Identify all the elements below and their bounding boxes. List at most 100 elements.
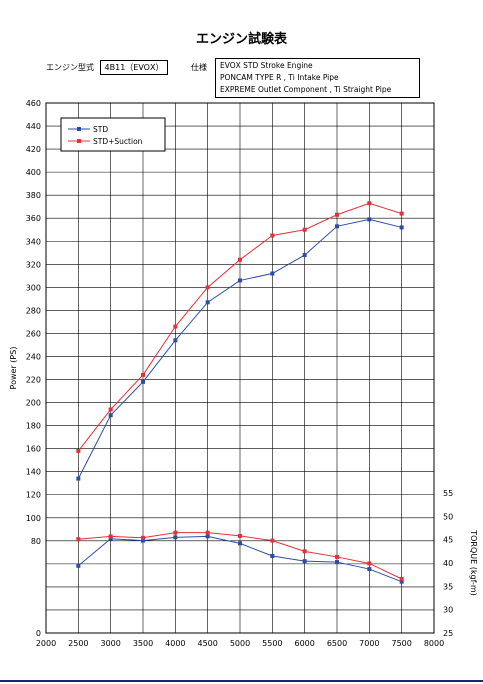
legend-marker-suction bbox=[77, 139, 81, 143]
torque-suction-point bbox=[173, 530, 178, 535]
y-tick-label: 300 bbox=[26, 283, 41, 292]
torque-suction-point bbox=[335, 554, 339, 559]
y-tick-label: 380 bbox=[26, 191, 41, 200]
y-tick-label: 420 bbox=[26, 145, 41, 154]
power-std-point bbox=[367, 217, 372, 222]
spec-line: EVOⅩ STD Stroke Engine bbox=[220, 61, 313, 70]
y-tick-label: 320 bbox=[26, 260, 41, 269]
spec-box: EVOⅩ STD Stroke Engine PONCAM TYPE R , T… bbox=[215, 58, 420, 98]
torque-suction-point bbox=[270, 538, 275, 543]
torque-suction-point bbox=[238, 533, 242, 538]
y-tick-label: 200 bbox=[26, 399, 41, 408]
power-std-point bbox=[205, 300, 210, 305]
x-tick-label: 7500 bbox=[391, 639, 411, 648]
torque-suction-point bbox=[399, 576, 404, 581]
x-tick-label: 3000 bbox=[100, 639, 120, 648]
torque-std-point bbox=[367, 567, 372, 572]
torque-suction-point bbox=[141, 535, 145, 540]
y-tick-label: 240 bbox=[26, 352, 41, 361]
power-std-point bbox=[302, 253, 307, 258]
x-tick-label: 4500 bbox=[197, 639, 217, 648]
power-suction-point bbox=[141, 372, 145, 377]
power-suction-point bbox=[205, 285, 210, 290]
power-std-point bbox=[141, 379, 145, 384]
power-suction-point bbox=[399, 211, 404, 216]
legend-marker-std bbox=[77, 127, 81, 131]
y-tick-label: 360 bbox=[26, 214, 41, 223]
torque-suction-point bbox=[205, 530, 210, 535]
y2-tick-label: 25 bbox=[443, 629, 453, 638]
power-std-point bbox=[108, 413, 113, 418]
x-tick-label: 7000 bbox=[359, 639, 379, 648]
y-tick-label: 400 bbox=[26, 168, 41, 177]
power-std-point bbox=[335, 224, 339, 229]
legend-box bbox=[60, 117, 166, 152]
power-std-point bbox=[399, 225, 404, 230]
torque-suction-point bbox=[76, 537, 81, 542]
y-tick-label: 440 bbox=[26, 122, 41, 131]
y-tick-labels: 0 80 100 120 140 160 180 200 220 240 260 280 300 320 3… bbox=[26, 99, 41, 638]
y2-tick-label: 55 bbox=[443, 489, 453, 498]
legend-label-suction: STD+Suction bbox=[93, 137, 143, 146]
torque-std-point bbox=[399, 579, 404, 584]
y-tick-label: 260 bbox=[26, 329, 41, 338]
legend-label-std: STD bbox=[93, 125, 108, 134]
torque-std-point bbox=[335, 560, 339, 565]
torque-suction-point bbox=[367, 561, 372, 566]
x-tick-label: 6500 bbox=[327, 639, 347, 648]
torque-std-point bbox=[141, 538, 145, 543]
y-tick-label: 140 bbox=[26, 468, 41, 477]
legend: STD STD+Suction bbox=[60, 117, 166, 152]
power-suction-point bbox=[367, 201, 372, 206]
x-tick-label: 2000 bbox=[36, 639, 56, 648]
y2-tick-label: 35 bbox=[443, 582, 453, 591]
y2-tick-label: 30 bbox=[443, 606, 453, 615]
x-tick-label: 4000 bbox=[165, 639, 185, 648]
power-suction-point bbox=[238, 257, 242, 262]
y2-tick-label: 45 bbox=[443, 536, 453, 545]
y-tick-label: 0 bbox=[36, 629, 41, 638]
power-std-point bbox=[238, 278, 242, 283]
footer-divider bbox=[0, 680, 483, 682]
y-tick-label: 280 bbox=[26, 306, 41, 315]
engine-type-value: 4B11（EVOⅩ） bbox=[100, 60, 168, 75]
spec-label: 仕様 bbox=[191, 63, 207, 72]
x-tick-label: 3500 bbox=[133, 639, 153, 648]
power-std-point bbox=[270, 271, 275, 276]
torque-std-point bbox=[173, 535, 178, 540]
y2-tick-label: 50 bbox=[443, 512, 453, 521]
engine-type-label: エンジン型式 bbox=[46, 63, 94, 72]
plot-frame bbox=[45, 102, 435, 634]
power-std-point bbox=[76, 476, 81, 481]
x-tick-label: 5500 bbox=[262, 639, 282, 648]
x-tick-label: 8000 bbox=[424, 639, 444, 648]
torque-std-point bbox=[76, 563, 81, 568]
spec-line: EXPREME Outlet Component , Ti Straight P… bbox=[220, 85, 392, 94]
power-suction-point bbox=[302, 227, 307, 232]
y-tick-label: 80 bbox=[31, 537, 41, 546]
power-suction-point bbox=[173, 324, 178, 329]
y2-axis-label: TORQUE (kgf-m) bbox=[469, 529, 478, 596]
power-suction-point bbox=[270, 233, 275, 238]
torque-std-point bbox=[270, 554, 275, 558]
page-title: エンジン試験表 bbox=[195, 32, 287, 47]
y-tick-label: 100 bbox=[26, 514, 41, 523]
chart-grid bbox=[45, 102, 435, 634]
torque-suction-point bbox=[108, 534, 113, 539]
power-suction-point bbox=[335, 212, 339, 217]
torque-std-point bbox=[302, 559, 307, 564]
torque-std-point bbox=[108, 536, 113, 541]
y-tick-label: 340 bbox=[26, 237, 41, 246]
series-layer bbox=[76, 201, 404, 584]
y-tick-label: 120 bbox=[26, 491, 41, 500]
y2-tick-label: 40 bbox=[443, 559, 453, 568]
x-tick-label: 5000 bbox=[230, 639, 250, 648]
torque-std-point bbox=[238, 541, 242, 546]
spec-line: PONCAM TYPE R , Ti Intake Pipe bbox=[220, 73, 339, 82]
y-axis-label: Power (PS) bbox=[9, 347, 18, 390]
y2-tick-labels: 25 30 35 40 45 50 55 bbox=[443, 489, 453, 638]
torque-std-point bbox=[205, 534, 210, 539]
x-tick-label: 6000 bbox=[294, 639, 314, 648]
y-tick-label: 180 bbox=[26, 422, 41, 431]
